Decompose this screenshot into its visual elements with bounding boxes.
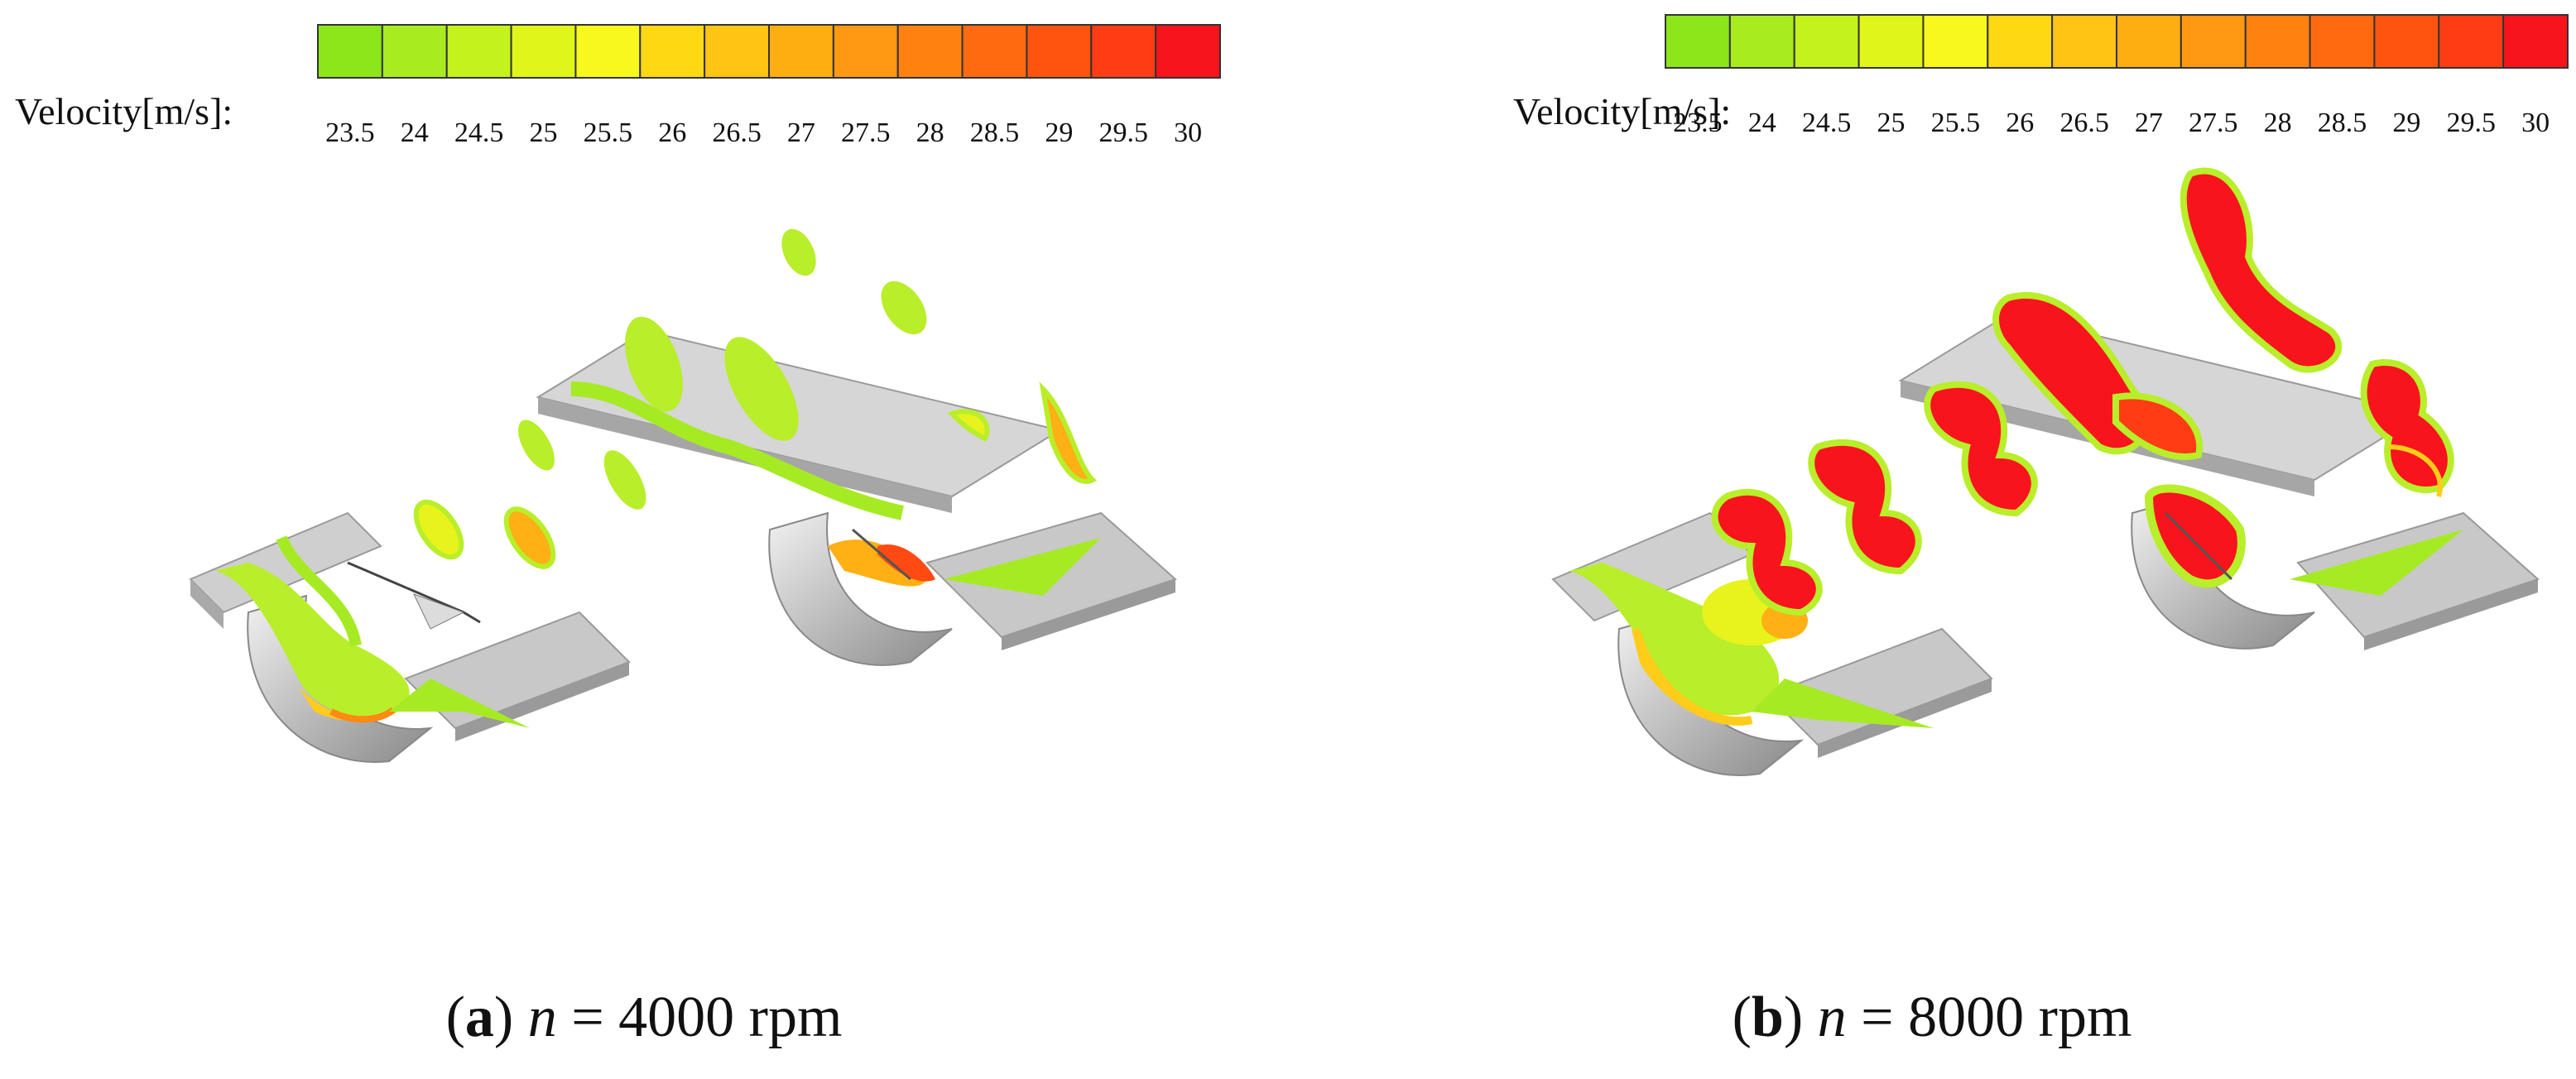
colorbar-swatch-a-5	[639, 24, 706, 79]
colorbar-tick-a-4: 25.5	[583, 117, 633, 148]
colorbar-swatch-b-4	[1922, 14, 1989, 69]
colorbar-swatch-b-5	[1987, 14, 2054, 69]
velocity-scene-b	[1551, 14, 2569, 776]
colorbar-b	[1665, 14, 2569, 69]
caption-value-a: = 4000 rpm	[571, 985, 843, 1049]
colorbar-swatch-b-1	[1728, 14, 1795, 69]
colorbar-swatch-a-7	[768, 24, 834, 79]
colorbar-tick-b-5: 26	[2006, 108, 2035, 138]
colorbar-swatch-a-8	[832, 24, 899, 79]
colorbar-swatch-a-3	[510, 24, 577, 79]
colorbar-tick-b-1: 24	[1747, 108, 1776, 138]
colorbar-a	[317, 24, 1221, 79]
colorbar-tick-a-0: 23.5	[325, 117, 375, 148]
colorbar-swatch-a-10	[961, 24, 1028, 79]
caption-variable-a: n	[527, 985, 557, 1049]
colorbar-swatch-b-10	[2309, 14, 2376, 69]
caption-value-b: = 8000 rpm	[1861, 985, 2132, 1049]
component-left-b	[1551, 511, 1993, 776]
colorbar-tick-b-4: 25.5	[1930, 108, 1981, 138]
colorbar-swatch-b-3	[1858, 14, 1925, 69]
colorbar-tick-b-13: 30	[2521, 108, 2550, 138]
panel-b: Velocity[m/s]: 23.5 24 24.5 25 25.5 26 26.5 27 2…	[1288, 0, 2576, 1079]
colorbar-tick-a-7: 27	[786, 117, 815, 148]
vortex-blobs-a	[413, 228, 1098, 569]
colorbar-swatch-b-2	[1793, 14, 1860, 69]
colorbar-tick-b-12: 29.5	[2446, 108, 2496, 138]
colorbar-swatch-b-9	[2244, 14, 2311, 69]
colorbar-swatch-b-11	[2373, 14, 2440, 69]
caption-letter-b: b	[1751, 985, 1784, 1049]
colorbar-swatch-a-12	[1090, 24, 1157, 79]
colorbar-tick-a-11: 29	[1045, 117, 1074, 148]
colorbar-tick-a-9: 28	[916, 117, 944, 148]
colorbar-tick-b-0: 23.5	[1673, 108, 1723, 138]
colorbar-swatch-a-11	[1026, 24, 1093, 79]
colorbar-swatch-b-13	[2502, 14, 2569, 69]
colorbar-tick-a-10: 28.5	[969, 117, 1020, 148]
caption-a: (a) n = 4000 rpm	[445, 985, 843, 1049]
panel-a: Velocity[m/s]: 23.5 24 24.5 25 25.5 26 26.5 27 2…	[15, 24, 1221, 1049]
colorbar-tick-a-2: 24.5	[454, 117, 504, 148]
colorbar-tick-b-8: 27.5	[2189, 108, 2238, 138]
colorbar-tick-b-3: 25	[1877, 108, 1906, 138]
colorbar-tick-b-10: 28.5	[2317, 108, 2367, 138]
colorbar-tick-a-6: 26.5	[712, 117, 762, 148]
velocity-scene-a	[189, 24, 1221, 763]
legend-label-a: Velocity[m/s]:	[15, 90, 233, 132]
colorbar-swatch-a-4	[574, 24, 642, 79]
colorbar-swatch-a-0	[317, 24, 383, 79]
colorbar-swatch-a-2	[445, 24, 512, 79]
colorbar-tick-a-3: 25	[529, 117, 558, 148]
component-left-a	[189, 511, 631, 763]
colorbar-tick-b-2: 24.5	[1801, 108, 1852, 138]
colorbar-tick-b-11: 29	[2392, 108, 2421, 138]
caption-variable-b: n	[1817, 985, 1847, 1049]
component-right-a	[536, 316, 1177, 666]
vortex-blobs-b	[1711, 167, 2454, 616]
legend-label-b: Velocity[m/s]:	[1513, 90, 1732, 132]
colorbar-tick-b-9: 28	[2263, 108, 2292, 138]
colorbar-tick-a-13: 30	[1174, 117, 1203, 148]
colorbar-tick-a-1: 24	[400, 117, 429, 148]
colorbar-swatch-a-9	[896, 24, 964, 79]
caption-letter-a: a	[464, 985, 494, 1049]
caption-b: (b) n = 8000 rpm	[1732, 985, 2132, 1049]
colorbar-swatch-b-12	[2438, 14, 2505, 69]
colorbar-tick-a-5: 26	[658, 117, 687, 148]
colorbar-swatch-b-7	[2116, 14, 2182, 69]
colorbar-swatch-b-0	[1665, 14, 1731, 69]
colorbar-tick-a-12: 29.5	[1098, 117, 1148, 148]
colorbar-tick-a-8: 27.5	[841, 117, 891, 148]
colorbar-tick-b-6: 26.5	[2059, 108, 2109, 138]
colorbar-swatch-b-8	[2180, 14, 2247, 69]
colorbar-swatch-a-1	[381, 24, 448, 79]
colorbar-swatch-a-6	[704, 24, 771, 79]
colorbar-swatch-a-13	[1155, 24, 1221, 79]
colorbar-tick-b-7: 27	[2134, 108, 2163, 138]
colorbar-swatch-b-6	[2051, 14, 2118, 69]
